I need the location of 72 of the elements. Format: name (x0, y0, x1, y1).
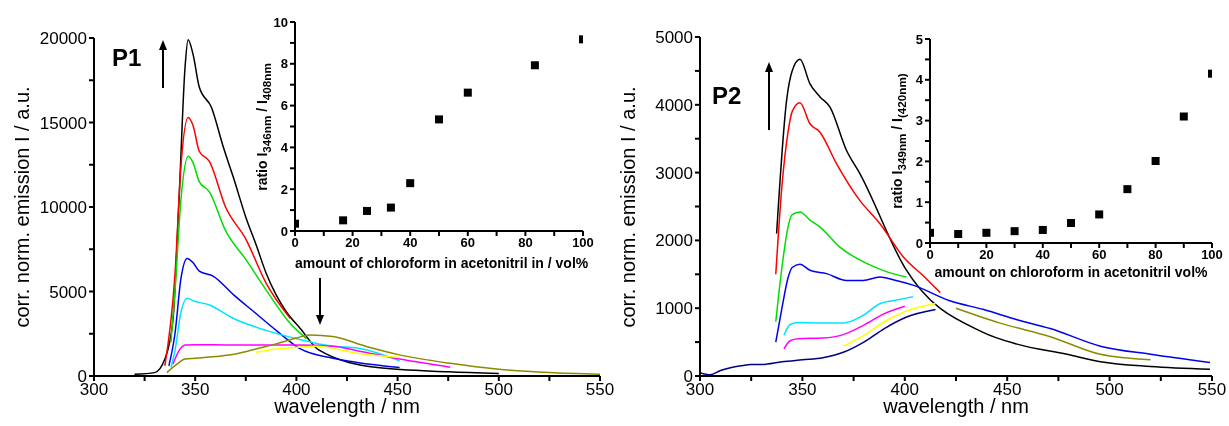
y-tick-label: 15000 (39, 113, 87, 133)
line-series (255, 345, 401, 359)
y-tick-label: 5000 (655, 28, 693, 48)
line-series (775, 263, 1211, 364)
point (363, 206, 371, 215)
y-tick-label: 2 (915, 154, 923, 170)
y-tick-label: 2 (280, 181, 288, 197)
point (530, 61, 539, 70)
x-tick-label: 350 (788, 380, 817, 400)
x-tick-label: 80 (518, 235, 533, 251)
x-tick-label: 40 (1035, 247, 1051, 263)
y-tick-label: 5000 (49, 282, 87, 302)
y-tick-label: 3000 (655, 163, 693, 183)
y-tick-label: 2000 (655, 231, 693, 251)
y-tick-label: 4000 (655, 95, 693, 115)
annotation: P1 (112, 44, 142, 71)
x-tick-label: 100 (1201, 247, 1223, 263)
point (954, 230, 963, 239)
x-tick-label: 40 (402, 235, 418, 251)
y-axis-title: corr. norm. emission I / a.u. (11, 86, 33, 328)
x-tick-label: 0 (291, 235, 299, 251)
x-tick-label: 20 (345, 235, 360, 251)
point (386, 203, 395, 212)
x-tick-label: 550 (585, 380, 615, 400)
point (1123, 185, 1132, 194)
line-series (700, 308, 937, 376)
x-tick-label: 100 (572, 235, 594, 251)
x-tick-label: 350 (181, 380, 210, 400)
y-tick-label: 4 (915, 72, 924, 88)
x-axis-title: amount on chloroform in acetonitril vol% (933, 264, 1209, 280)
y-tick-label: 4 (280, 140, 289, 156)
line-series (783, 295, 914, 337)
x-tick-label: 0 (926, 247, 934, 263)
point (435, 115, 443, 124)
x-tick-label: 60 (460, 235, 476, 251)
y-tick-label: 6 (280, 98, 288, 114)
point (406, 179, 415, 188)
point (1010, 227, 1019, 236)
y-tick-label: 8 (280, 56, 288, 72)
annotation: P2 (712, 82, 742, 109)
line-series (166, 334, 600, 376)
line-series (783, 305, 906, 350)
point (1067, 219, 1075, 228)
x-tick-label: 500 (1095, 380, 1124, 400)
y-tick-label: 0 (280, 223, 288, 239)
x-tick-label: 550 (1197, 380, 1227, 400)
point (463, 88, 472, 97)
y-axis-title: corr. norm. emission I / a.u. (617, 85, 639, 328)
x-tick-label: 80 (1148, 247, 1163, 263)
y-tick-label: 10000 (39, 198, 87, 218)
x-tick-label: 20 (979, 247, 994, 263)
x-tick-label: 500 (484, 380, 513, 400)
x-tick-label: 60 (1091, 247, 1107, 263)
line-series (842, 302, 937, 347)
point (1038, 225, 1047, 234)
line-series (170, 297, 401, 369)
y-tick-label: 10 (273, 14, 288, 30)
x-axis-title: amount of chloroform in acetonitril in / vol% (295, 255, 589, 271)
y-tick-label: 5 (915, 31, 923, 47)
point (339, 216, 348, 225)
y-tick-label: 1000 (655, 299, 693, 319)
y-tick-label: 1 (915, 194, 923, 210)
line-series (775, 211, 908, 323)
y-tick-label: 3 (915, 113, 923, 129)
point (1151, 156, 1160, 165)
point (982, 228, 991, 237)
line-series (172, 343, 451, 368)
line-series (164, 116, 292, 367)
point (1179, 112, 1188, 121)
y-tick-label: 20000 (39, 29, 87, 49)
point (1095, 210, 1104, 219)
line-series (955, 307, 1152, 361)
